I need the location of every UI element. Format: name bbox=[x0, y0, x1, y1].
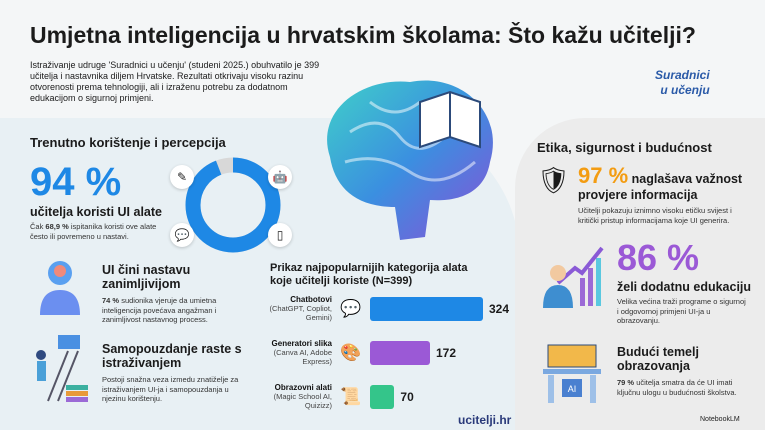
shield-check-icon: 🛡 bbox=[537, 165, 571, 195]
bar-category-name: Obrazovni alati bbox=[274, 383, 332, 392]
bar-category-label: Obrazovni alati (Magic School AI, Quizizz… bbox=[252, 383, 332, 410]
easel-icon: 🎨 bbox=[340, 343, 362, 362]
stat-97-label: provjere informacija bbox=[578, 188, 698, 202]
robot-icon: 🤖 bbox=[268, 165, 292, 189]
chart-title: Prikaz najpopularnijih kategorija alata … bbox=[270, 262, 468, 287]
bar-value-label: 70 bbox=[400, 390, 414, 404]
bar-value-label: 324 bbox=[489, 302, 510, 316]
chatbot-icon: 💬 bbox=[340, 299, 362, 318]
stat-97-text: Učitelji pokazuju iznimno visoku etičku … bbox=[578, 206, 732, 225]
logo: Suradnici u učenju bbox=[655, 68, 710, 97]
svg-text:AI: AI bbox=[568, 384, 577, 394]
stat-94-note: Čak 68,9 % ispitanika koristi ove alate … bbox=[30, 222, 157, 241]
ladder-books-icon bbox=[36, 335, 88, 402]
block2-title: Samopouzdanje raste s istraživanjem bbox=[102, 342, 242, 370]
certificate-icon: 📜 bbox=[340, 387, 362, 406]
bar-category-name: Generatori slika bbox=[271, 339, 332, 348]
growth-chart-person-icon bbox=[543, 246, 604, 308]
brain-book-illustration bbox=[327, 80, 493, 240]
notebooklm-badge: NotebookLM bbox=[700, 416, 740, 423]
bar bbox=[370, 341, 430, 365]
bar bbox=[370, 385, 395, 409]
block3-text: 79 % učitelja smatra da će UI imati klju… bbox=[617, 378, 737, 397]
school-ai-icon: AI bbox=[543, 344, 601, 403]
bar-category-detail: (Canva AI, Adobe Express) bbox=[273, 348, 332, 366]
left-heading: Trenutno korištenje i percepcija bbox=[30, 135, 226, 150]
chat-icon: 💬 bbox=[170, 223, 194, 247]
stat-86-text: Velika većina traži programe o sigurnoj … bbox=[617, 297, 746, 325]
intro-text: Istraživanje udruge 'Suradnici u učenju'… bbox=[30, 60, 320, 103]
block1-title: UI čini nastavu zanimljivijom bbox=[102, 263, 191, 291]
bar bbox=[370, 297, 483, 321]
stat-86: 86 % bbox=[617, 237, 700, 278]
stat-97: 97 % naglašava važnost bbox=[578, 163, 743, 188]
bar-category-detail: (ChatGPT, Copliot, Gemini) bbox=[269, 304, 332, 322]
usage-donut bbox=[185, 157, 281, 253]
stat-86-label: želi dodatnu edukaciju bbox=[617, 280, 752, 294]
bar-category-name: Chatbotovi bbox=[290, 295, 332, 304]
block1-text: 74 % sudionika vjeruje da umietna inteli… bbox=[102, 296, 217, 324]
page-title: Umjetna inteligencija u hrvatskim školam… bbox=[30, 22, 696, 48]
block3-title: Budući temelj obrazovanja bbox=[617, 345, 699, 373]
donut-value bbox=[185, 157, 281, 253]
bar-value-label: 172 bbox=[435, 346, 457, 360]
tablet-icon: ▯ bbox=[268, 223, 292, 247]
footer-link[interactable]: ucitelji.hr bbox=[458, 413, 512, 427]
bar-category-label: Chatbotovi (ChatGPT, Copliot, Gemini) bbox=[252, 295, 332, 322]
bar-category-detail: (Magic School AI, Quizizz) bbox=[273, 392, 332, 410]
right-heading: Etika, sigurnost i budućnost bbox=[537, 140, 712, 155]
stat-94-label: učitelja koristi UI alate bbox=[30, 205, 162, 219]
bar-category-label: Generatori slika (Canva AI, Adobe Express… bbox=[252, 339, 332, 366]
stat-94: 94 % bbox=[30, 160, 122, 204]
person-brain-icon bbox=[40, 261, 80, 315]
block2-text: Postoji snažna veza izmedu znatiželje za… bbox=[102, 375, 239, 403]
pencil-icon: ✎ bbox=[170, 165, 194, 189]
